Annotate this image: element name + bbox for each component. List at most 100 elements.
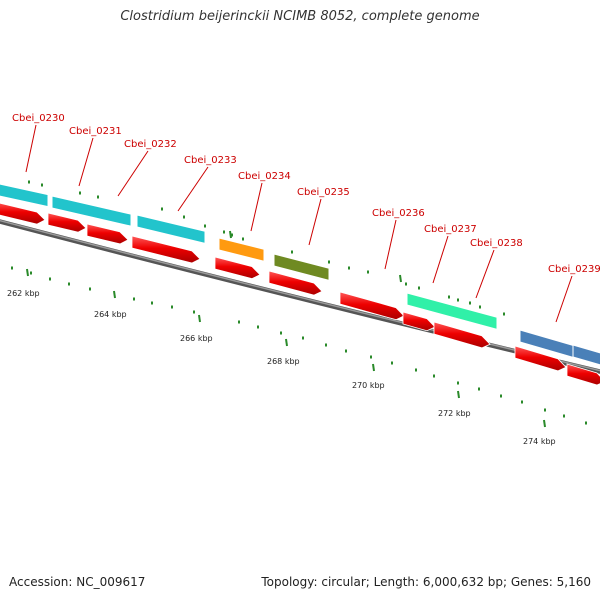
cds-arrow: [339, 291, 405, 321]
cds-arrow: [131, 235, 201, 264]
gene-label-cbei-0234: Cbei_0234: [238, 171, 291, 182]
scale-dot: [302, 336, 304, 340]
gene-label-leader: [308, 198, 322, 246]
scale-dot: [503, 312, 505, 316]
scale-dot: [418, 286, 420, 290]
scale-label: 270 kbp: [352, 381, 385, 390]
gene-label-cbei-0238: Cbei_0238: [470, 238, 523, 249]
scale-dot: [521, 400, 523, 404]
scale-dot: [79, 191, 81, 195]
scale-dot: [183, 215, 185, 219]
scale-dot: [41, 183, 43, 187]
scale-dot: [500, 394, 502, 398]
scale-dot: [257, 325, 259, 329]
cds-arrow: [86, 223, 129, 245]
scale-tick: [113, 290, 116, 299]
scale-dot: [405, 282, 407, 286]
scale-dot: [469, 301, 471, 305]
scale-dot: [370, 355, 372, 359]
scale-dot: [367, 270, 369, 274]
cds-arrow: [214, 256, 261, 280]
gene-label-leader: [250, 182, 263, 232]
scale-label: 264 kbp: [94, 310, 127, 319]
scale-dot: [193, 310, 195, 314]
accession-text: Accession: NC_009617: [9, 575, 146, 589]
scale-dot: [89, 287, 91, 291]
gene-label-cbei-0231: Cbei_0231: [69, 126, 122, 137]
scale-dot: [544, 408, 546, 412]
scale-label: 262 kbp: [7, 289, 40, 298]
cds-arrow: [0, 202, 46, 225]
scale-dot: [133, 297, 135, 301]
cds-arrow: [566, 363, 600, 386]
scale-tick: [399, 274, 402, 283]
scale-dot: [242, 237, 244, 241]
scale-tick: [229, 230, 232, 239]
cds-arrow: [433, 321, 491, 349]
cds-arrow: [47, 212, 87, 233]
gene-label-cbei-0232: Cbei_0232: [124, 139, 177, 150]
scale-dot: [30, 271, 32, 275]
scale-dot: [433, 374, 435, 378]
scale-tick: [457, 390, 460, 399]
scale-tick: [26, 268, 29, 277]
scale-dot: [325, 343, 327, 347]
scale-dot: [223, 230, 225, 234]
gene-label-leader: [117, 150, 149, 197]
scale-tick: [198, 314, 201, 323]
gene-bar: [218, 237, 265, 262]
scale-dot: [563, 414, 565, 418]
gene-label-leader: [432, 235, 449, 284]
gene-label-cbei-0236: Cbei_0236: [372, 208, 425, 219]
scale-dot: [291, 250, 293, 254]
gene-label-leader: [25, 124, 37, 173]
scale-label: 272 kbp: [438, 409, 471, 418]
scale-dot: [479, 305, 481, 309]
gene-bar: [273, 253, 330, 281]
gene-features: [0, 183, 600, 366]
scale-dot: [11, 266, 13, 270]
scale-dot: [204, 224, 206, 228]
genome-stats-text: Topology: circular; Length: 6,000,632 bp…: [261, 575, 591, 589]
scale-dot: [457, 298, 459, 302]
scale-dot: [231, 233, 233, 237]
gene-label-leader: [177, 166, 209, 212]
scale-dot: [49, 277, 51, 281]
scale-dot: [478, 387, 480, 391]
gene-bar: [51, 195, 132, 227]
gene-label-cbei-0239: Cbei_0239: [548, 264, 600, 275]
scale-dot: [97, 195, 99, 199]
gene-bar: [406, 292, 498, 330]
scale-tick: [285, 338, 288, 347]
scale-dot: [161, 207, 163, 211]
scale-dot: [280, 331, 282, 335]
cds-arrow: [402, 311, 436, 332]
scale-dot: [28, 180, 30, 184]
map-title: Clostridium beijerinckii NCIMB 8052, com…: [120, 9, 480, 24]
gene-label-leader: [384, 219, 397, 270]
scale-dot: [391, 361, 393, 365]
scale-dot: [328, 260, 330, 264]
scale-dot: [151, 301, 153, 305]
scale-dot: [238, 320, 240, 324]
gene-label-cbei-0237: Cbei_0237: [424, 224, 477, 235]
scale-label: 274 kbp: [523, 437, 556, 446]
scale-dot: [345, 349, 347, 353]
gene-label-cbei-0235: Cbei_0235: [297, 187, 350, 198]
scale-dot: [68, 282, 70, 286]
gene-label-leader: [555, 275, 573, 323]
scale-dot: [457, 381, 459, 385]
cds-features: [0, 202, 600, 386]
scale-label: 268 kbp: [267, 357, 300, 366]
scale-tick: [543, 419, 546, 428]
cds-arrow: [514, 345, 567, 372]
scale-dot: [348, 266, 350, 270]
gene-bar: [136, 214, 206, 244]
gene-label-cbei-0230: Cbei_0230: [12, 113, 65, 124]
scale-dot: [585, 421, 587, 425]
scale-dot: [415, 368, 417, 372]
scale-dot: [448, 295, 450, 299]
gene-bar: [572, 344, 600, 366]
gene-label-cbei-0233: Cbei_0233: [184, 155, 237, 166]
